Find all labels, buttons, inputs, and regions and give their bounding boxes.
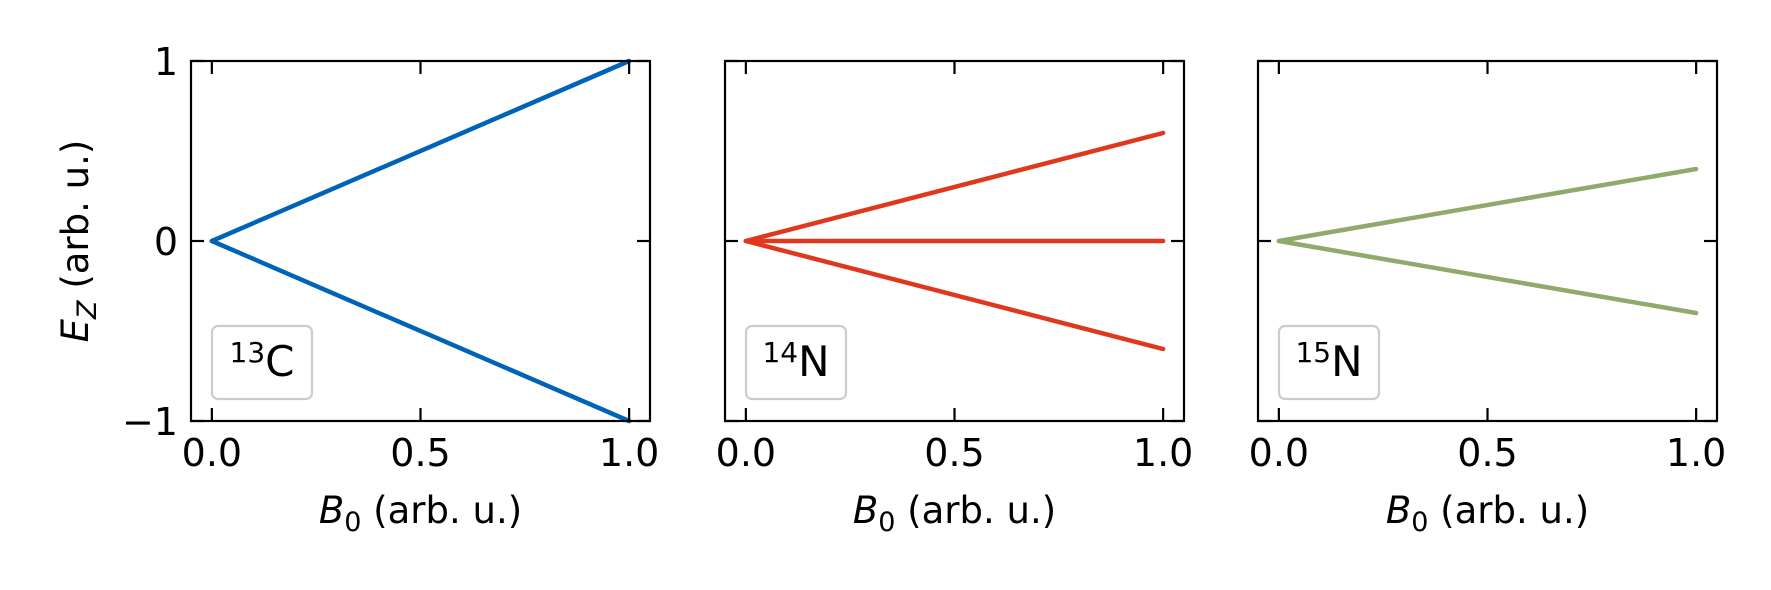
x-axis-label: B0 (arb. u.) <box>319 489 522 538</box>
x-tick-label: 0.0 <box>182 431 242 475</box>
x-tick-label: 0.0 <box>716 431 776 475</box>
y-tick-label: 0 <box>154 220 178 264</box>
x-tick-label: 0.5 <box>390 431 450 475</box>
legend-box <box>210 324 314 401</box>
x-tick-label: 1.0 <box>599 431 659 475</box>
legend-box <box>1277 324 1381 401</box>
series-line-0 <box>743 130 1166 244</box>
y-axis-label: EZ (arb. u.) <box>54 140 103 343</box>
y-tick-label: 1 <box>154 40 178 84</box>
series-line-0 <box>1276 166 1699 244</box>
y-tick-label: −1 <box>122 400 178 444</box>
legend-label: 15N <box>1295 336 1362 386</box>
legend-label: 14N <box>762 336 829 386</box>
series-line-2 <box>743 238 1166 352</box>
x-tick-label: 1.0 <box>1133 431 1193 475</box>
x-tick-label: 0.5 <box>924 431 984 475</box>
x-tick-label: 0.0 <box>1249 431 1309 475</box>
x-tick-label: 1.0 <box>1666 431 1726 475</box>
x-axis-label: B0 (arb. u.) <box>853 489 1056 538</box>
panel-13C: 0.0 0.5 1.0 −1 0 1 B0 (arb. u.) EZ (arb. u.) 13C <box>54 40 659 538</box>
x-tick-label: 0.5 <box>1457 431 1517 475</box>
panel-14N: 0.0 0.5 1.0 B0 (arb. u.) 14N <box>716 59 1193 538</box>
series-line-1 <box>1276 238 1699 316</box>
legend: 14N <box>744 324 848 401</box>
legend: 15N <box>1277 324 1381 401</box>
panel-15N: 0.0 0.5 1.0 B0 (arb. u.) 15N <box>1249 59 1726 538</box>
series-line-0 <box>209 58 632 244</box>
series-line-1 <box>209 238 632 424</box>
legend-label: 13C <box>230 336 295 386</box>
legend: 13C <box>210 324 314 401</box>
legend-box <box>744 324 848 401</box>
x-axis-label: B0 (arb. u.) <box>1386 489 1589 538</box>
